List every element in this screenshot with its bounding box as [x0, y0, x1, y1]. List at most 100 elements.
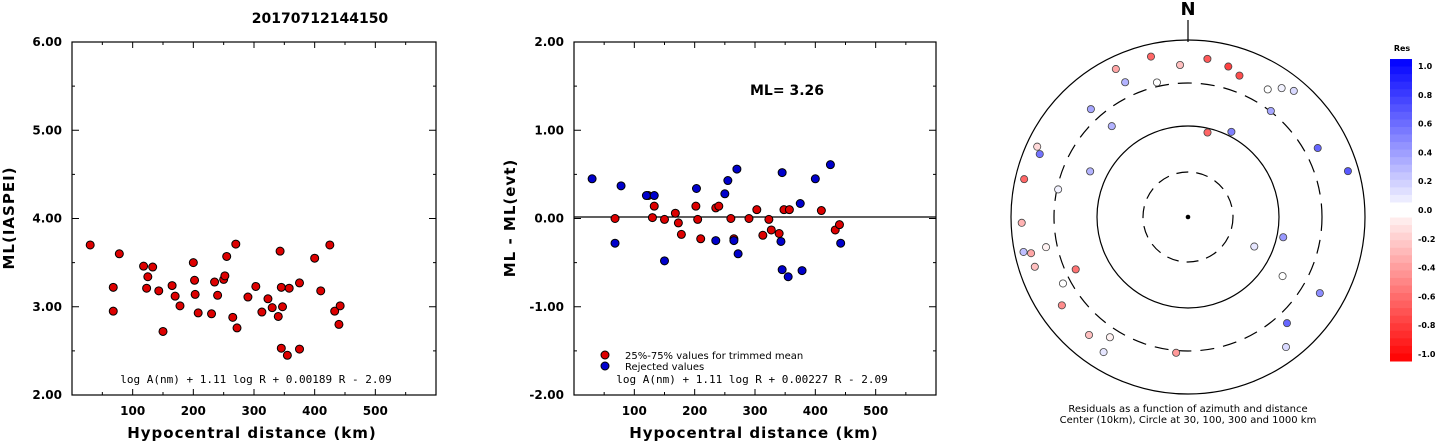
y-tick-label: 5.00 [32, 123, 62, 137]
y-tick-label: -1.00 [529, 300, 564, 314]
station-point [213, 290, 223, 300]
trimmed-point [766, 225, 776, 235]
residual-point [1281, 343, 1290, 352]
rejected-point [733, 249, 743, 259]
station-point [273, 311, 283, 321]
station-point [284, 283, 294, 293]
station-point [257, 307, 267, 317]
residual-point [1250, 242, 1259, 251]
rejected-point [711, 236, 721, 246]
colorbar-cell [1390, 172, 1412, 181]
residual-point [1121, 78, 1130, 87]
station-point [276, 343, 286, 353]
station-point [143, 272, 153, 282]
trimmed-point [764, 214, 774, 224]
caption-line-1: Residuals as a function of azimuth and d… [1068, 404, 1307, 415]
residual-vs-distance-panel: ML - ML(evt) Hypocentral distance (km) M… [501, 35, 937, 441]
station-point [158, 326, 168, 336]
residual-point [1107, 122, 1116, 131]
station-point [193, 308, 203, 318]
residual-point [1289, 86, 1298, 95]
colorbar-cell [1390, 262, 1412, 271]
residual-point [1054, 185, 1063, 194]
colorbar-cell [1390, 142, 1412, 151]
plot-frame [71, 41, 437, 396]
trimmed-point [649, 201, 659, 211]
trimmed-point [693, 214, 703, 224]
station-point [278, 302, 288, 312]
station-point [85, 240, 95, 250]
colorbar-cell [1390, 315, 1412, 324]
station-point [108, 306, 118, 316]
y-tick-label: 6.00 [32, 35, 62, 49]
ring-100km [1096, 125, 1280, 309]
rejected-point [616, 181, 626, 191]
colorbar-tick-label: -0.2 [1418, 235, 1436, 244]
colorbar-cell [1390, 66, 1412, 75]
colorbar-cell [1390, 194, 1412, 203]
colorbar-tick-label: -0.4 [1418, 264, 1436, 273]
colorbar-cell [1390, 225, 1412, 234]
ring-300km [1053, 82, 1323, 352]
trimmed-point [676, 229, 686, 239]
colorbar-cell [1390, 293, 1412, 302]
ring-30km [1142, 171, 1234, 263]
x-tick-label: 300 [742, 404, 767, 418]
trimmed-point [670, 208, 680, 218]
rejected-point [777, 168, 787, 178]
residual-point [1111, 65, 1120, 74]
colorbar-cell [1390, 104, 1412, 113]
station-point [108, 282, 118, 292]
residual-point [1279, 233, 1288, 242]
rejected-point [610, 238, 620, 248]
station-point [207, 309, 217, 319]
station-point [167, 281, 177, 291]
residual-point [1176, 60, 1185, 69]
trimmed-point [660, 214, 669, 224]
residual-point [1071, 265, 1080, 274]
station-point [228, 312, 238, 322]
data-points [587, 160, 846, 282]
y-tick-label: 2.00 [32, 388, 62, 402]
station-point [316, 286, 326, 296]
y-tick-label: 3.00 [32, 300, 62, 314]
axis-ticks: 100 200 300 400 500 2.00 3.00 4.00 5.00 6.00 [32, 35, 436, 418]
colorbar-tick-label: -0.6 [1418, 292, 1436, 301]
ml-vs-distance-panel: ML(IASPEI) Hypocentral distance (km) log… [0, 35, 437, 441]
station-point [190, 275, 200, 285]
y-tick-label: 1.00 [534, 123, 564, 137]
colorbar-cell [1390, 323, 1412, 332]
residual-point [1315, 289, 1324, 298]
colorbar-cell [1390, 187, 1412, 196]
colorbar-cell [1390, 164, 1412, 173]
rejected-point [660, 256, 669, 266]
trimmed-point [816, 206, 826, 216]
station-point [148, 262, 158, 272]
station-point [142, 283, 152, 293]
y-axis-label: ML - ML(evt) [501, 159, 519, 277]
rejected-point [641, 191, 651, 201]
residual-point [1020, 175, 1029, 184]
formula-label: log A(nm) + 1.11 log R + 0.00227 R - 2.0… [616, 373, 888, 386]
colorbar-cell [1390, 345, 1412, 354]
station-point [170, 291, 180, 301]
colorbar-cell [1390, 111, 1412, 120]
y-tick-label: 0.00 [534, 212, 564, 226]
trimmed-point [726, 214, 736, 223]
station-point [310, 253, 320, 263]
residual-point [1343, 167, 1352, 176]
residual-point [1146, 52, 1155, 61]
trimmed-point [758, 230, 768, 240]
colorbar-cell [1390, 270, 1412, 279]
residual-point [1278, 272, 1287, 281]
residual-point [1152, 78, 1161, 87]
rejected-point [810, 174, 820, 184]
colorbar-cell [1390, 300, 1412, 309]
rejected-point [795, 198, 805, 208]
station-point [282, 350, 292, 360]
station-point [295, 278, 304, 288]
center-point [1185, 214, 1191, 220]
colorbar-cell [1390, 59, 1412, 68]
caption-line-2: Center (10km), Circle at 30, 100, 300 an… [1060, 415, 1317, 426]
